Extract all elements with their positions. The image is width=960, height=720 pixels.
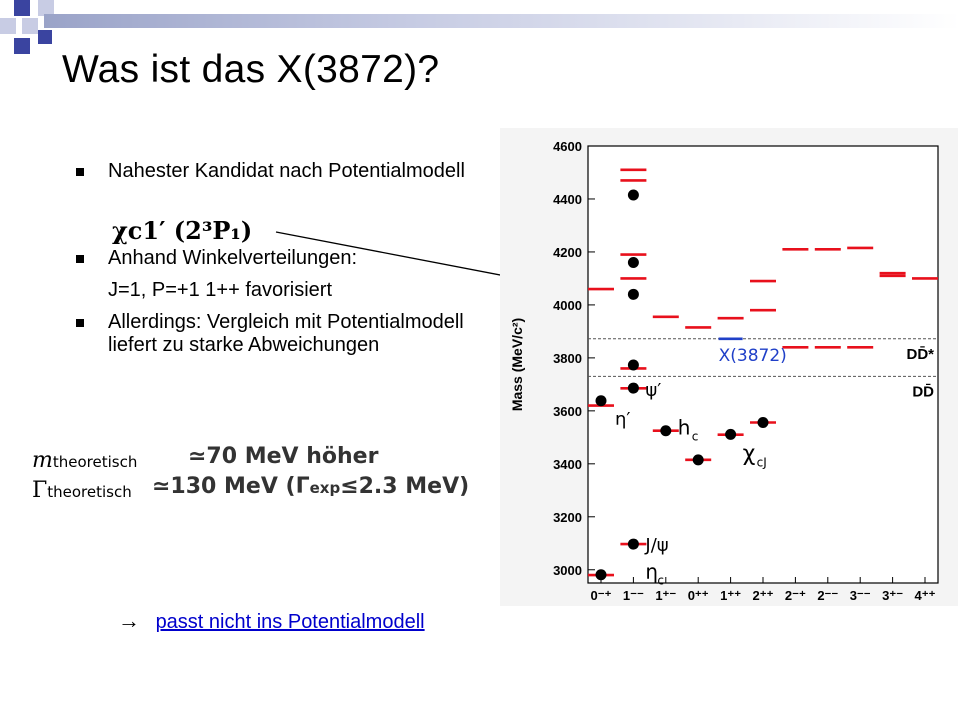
measured-state (627, 257, 639, 269)
bullet-item-angular: Anhand Winkelverteilungen: (76, 247, 466, 270)
y-tick-label: 3800 (553, 351, 582, 366)
measured-state (692, 454, 704, 466)
charmonium-spectrum-figure: 3000 3200 3400 3600 3800 4000 4200 4400 4600 Mass… (500, 128, 958, 606)
bullet-text: Allerdings: Vergleich mit Potentialmodel… (108, 311, 464, 356)
x-tick-label: 3⁻⁻ (850, 588, 871, 603)
x-tick-label: 2⁺⁺ (753, 588, 774, 603)
chi-cj-label: χ (743, 441, 756, 466)
x-tick-label: 2⁻⁺ (785, 588, 806, 603)
measured-state (595, 569, 607, 581)
x-tick-label: 1⁻⁻ (623, 588, 644, 603)
bullet-detail-text: J=1, P=+1 1++ favorisiert (108, 279, 333, 301)
eta-c-subscript: c (657, 573, 664, 587)
jpsi-label: J/ψ (644, 535, 668, 556)
conclusion-link[interactable]: passt nicht ins Potentialmodell (155, 611, 425, 633)
plot-area (587, 145, 939, 584)
right-arrow-icon: → (118, 608, 140, 633)
threshold-label: DD̄ (912, 383, 934, 401)
y-tick-label: 4200 (553, 245, 582, 260)
measured-state (725, 428, 737, 440)
x-tick-label: 3⁺⁻ (882, 588, 903, 603)
threshold-label: DD̄* (906, 345, 934, 363)
conclusion: → passt nicht ins Potentialmodell (118, 608, 425, 634)
bullet-item-candidate: Nahester Kandidat nach Potentialmodell (76, 160, 466, 183)
measured-state (627, 359, 639, 371)
gamma-relation: ≃130 MeV (Γ (152, 474, 310, 499)
square-bullet-icon (76, 168, 84, 176)
eta-prime-label: η′ (615, 409, 631, 430)
bullet-detail: J=1, P=+1 1++ favorisiert (76, 279, 466, 302)
header-bar (44, 14, 960, 28)
x3872-label: X(3872) (719, 346, 787, 366)
measured-state (595, 395, 607, 407)
gamma-subscript: theoretisch (47, 483, 132, 501)
x-tick-label: 2⁻⁻ (817, 588, 838, 603)
hc-label: h (678, 416, 691, 440)
y-tick-label: 4000 (553, 298, 582, 313)
psi-prime-label: ψ′ (645, 380, 661, 401)
gamma-symbol: Γ (32, 478, 48, 503)
x-tick-label: 1⁺⁻ (655, 588, 676, 603)
y-axis-label: Mass (MeV/c²) (509, 318, 525, 411)
x-tick-label: 0⁺⁺ (688, 588, 709, 603)
measured-state (757, 417, 769, 429)
square-bullet-icon (76, 255, 84, 263)
bullet-list: Nahester Kandidat nach Potentialmodell A… (76, 160, 466, 357)
chi-cj-subscript: cJ (757, 455, 767, 469)
bullet-item-deviation: Allerdings: Vergleich mit Potentialmodel… (76, 311, 466, 357)
slide-title: Was ist das X(3872)? (62, 48, 440, 91)
y-tick-label: 4600 (553, 139, 582, 154)
m-relation: ≃70 MeV höher (188, 444, 379, 469)
y-tick-label: 3400 (553, 457, 582, 472)
y-tick-label: 3200 (553, 510, 582, 525)
y-tick-label: 4400 (553, 192, 582, 207)
eta-c-label: η (645, 559, 658, 583)
m-subscript: theoretisch (52, 453, 138, 471)
measured-state (627, 538, 639, 550)
square-bullet-icon (76, 319, 84, 327)
hc-subscript: c (692, 430, 699, 444)
bullet-text: Nahester Kandidat nach Potentialmodell (108, 160, 465, 182)
measured-state (627, 382, 639, 394)
x-tick-label: 0⁻⁺ (591, 588, 612, 603)
gamma-exp-subscript: exp (309, 479, 341, 497)
m-symbol: m (32, 448, 53, 473)
x-tick-label: 1⁺⁺ (720, 588, 741, 603)
measured-state (627, 189, 639, 201)
x-tick-label: 4⁺⁺ (915, 588, 936, 603)
bullet-text: Anhand Winkelverteilungen: (108, 247, 358, 269)
gamma-relation-tail: ≤2.3 MeV) (340, 474, 470, 499)
y-tick-label: 3600 (553, 404, 582, 419)
chi-c1-label: χc1′ (2³P₁) (112, 216, 253, 245)
y-tick-label: 3000 (553, 563, 582, 578)
chi-c1-symbol: χc1′ (2³P₁) (112, 216, 252, 245)
measured-state (660, 425, 672, 437)
measured-state (627, 288, 639, 300)
